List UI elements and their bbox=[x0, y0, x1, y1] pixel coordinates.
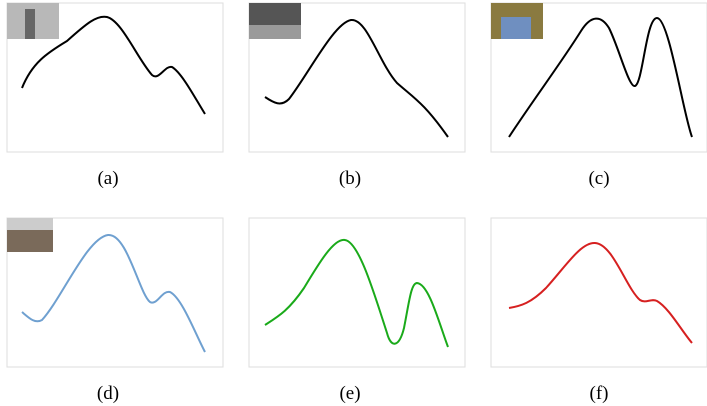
thumbnail-detail bbox=[501, 17, 531, 39]
panel-frame bbox=[249, 218, 465, 367]
panel bbox=[249, 3, 465, 152]
figure: (a) (b) (c) (d) (e) (f) bbox=[0, 0, 707, 406]
caption: (d) bbox=[97, 383, 119, 404]
caption: (a) bbox=[97, 168, 118, 189]
thumbnail-detail bbox=[25, 9, 35, 39]
panel-frame bbox=[491, 218, 707, 367]
panel bbox=[491, 3, 707, 152]
caption: (e) bbox=[339, 383, 360, 404]
caption: (f) bbox=[590, 383, 609, 404]
thumbnail-detail bbox=[7, 218, 53, 230]
panel bbox=[491, 218, 707, 367]
caption: (b) bbox=[339, 168, 361, 189]
panel bbox=[7, 3, 223, 152]
thumbnail-detail bbox=[249, 25, 301, 39]
caption: (c) bbox=[588, 168, 609, 189]
panel bbox=[249, 218, 465, 367]
panel bbox=[7, 218, 223, 367]
